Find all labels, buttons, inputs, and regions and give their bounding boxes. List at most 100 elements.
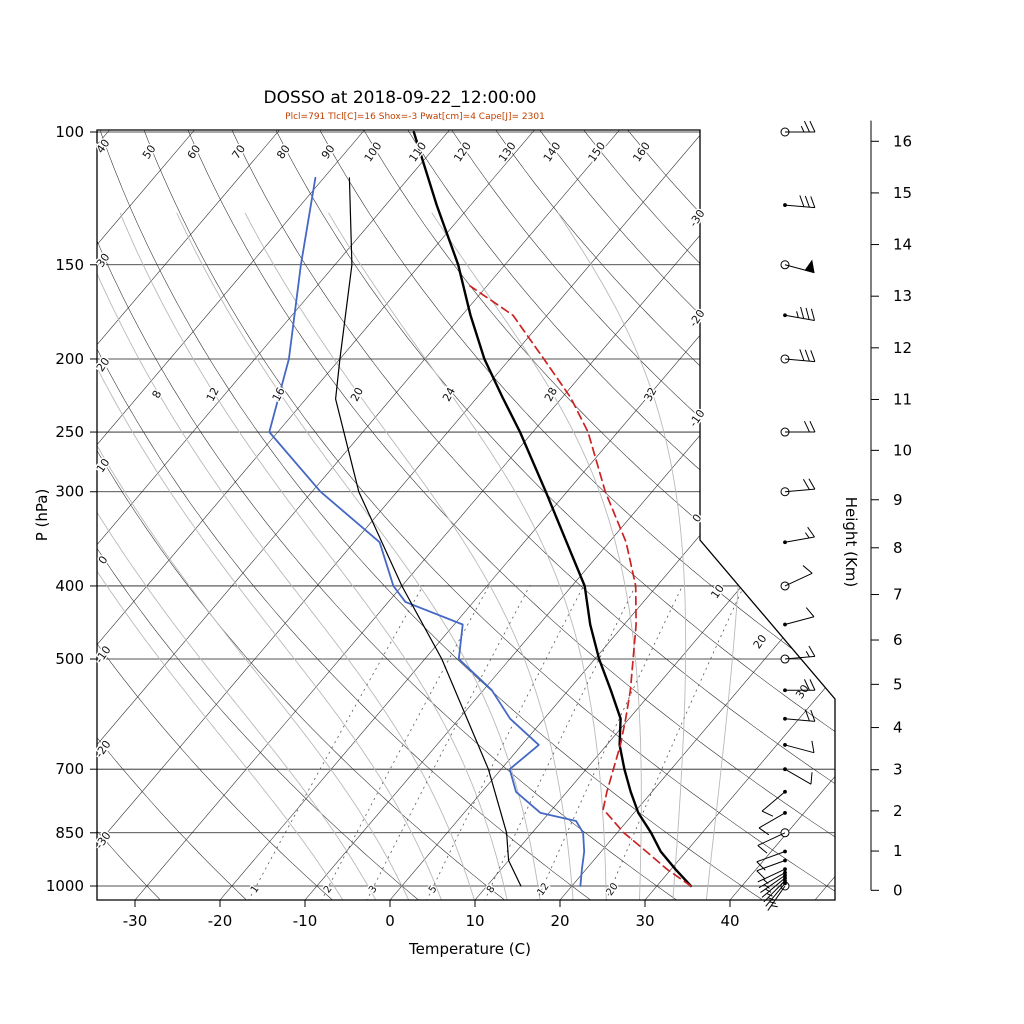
pressure-tick-label: 300 <box>55 483 84 501</box>
dry-adiabat-label: 70 <box>229 143 248 162</box>
dry-adiabat-label: 0 <box>96 553 111 566</box>
isotherm-line <box>97 130 280 900</box>
pressure-axis-title: P (hPa) <box>33 488 51 542</box>
isotherm-line <box>729 130 835 900</box>
wind-barb <box>761 876 787 898</box>
temperature-tick-label: 40 <box>720 912 739 930</box>
moist-adiabat-line <box>176 212 541 900</box>
isotherm-label: 30 <box>793 682 812 701</box>
height-tick-label: 14 <box>893 236 912 254</box>
moist-adiabat-line <box>431 212 642 900</box>
wind-barb <box>783 195 816 209</box>
mixing-ratio-line <box>536 584 684 900</box>
wind-barb <box>758 870 787 889</box>
isotherm-line <box>97 130 535 900</box>
temperature-tick-label: 30 <box>635 912 654 930</box>
height-tick-label: 11 <box>893 390 912 408</box>
isotherm-line <box>97 130 365 900</box>
dewpoint-line <box>268 176 586 887</box>
temperature-tick-label: -20 <box>208 912 233 930</box>
station-dot <box>783 858 787 863</box>
temperature-line <box>412 130 693 888</box>
wind-barb <box>767 881 790 911</box>
mixing-ratio-label: 2 <box>322 884 335 896</box>
mixing-ratio-line <box>366 584 531 900</box>
dry-adiabat-line <box>214 130 835 900</box>
mixing-ratio-label: 3 <box>367 884 380 896</box>
dry-adiabat-label: 50 <box>140 143 159 162</box>
wind-barb <box>780 645 816 664</box>
dry-adiabat-label: -10 <box>93 643 114 665</box>
isotherm-label: 10 <box>708 582 727 601</box>
isotherm-line <box>389 130 835 900</box>
isobars <box>97 131 835 887</box>
wind-barb <box>757 867 787 884</box>
moist-adiabats <box>97 212 743 900</box>
profiles <box>268 130 693 888</box>
dry-adiabat-line <box>97 130 680 900</box>
isotherm-label: -20 <box>687 307 708 329</box>
moist-adiabat-line <box>97 212 410 900</box>
moist-adiabat-line <box>244 212 574 900</box>
dry-adiabat-label: 100 <box>362 140 385 165</box>
dry-adiabats <box>97 130 835 900</box>
dry-adiabat-label: 140 <box>541 140 564 165</box>
wind-barb <box>783 679 816 693</box>
isotherm-line <box>559 130 835 900</box>
wind-barb <box>780 565 813 591</box>
height-axis-title: Height (Km) <box>842 496 860 588</box>
isotherm-line <box>644 130 835 900</box>
dry-adiabat-line <box>97 130 766 900</box>
station-dot <box>783 849 787 854</box>
dry-adiabat-label: 90 <box>319 143 338 162</box>
wind-barb <box>783 306 816 321</box>
mixing-ratio-line <box>247 584 424 900</box>
moist-adiabat-line <box>97 212 345 900</box>
dry-adiabat-line <box>384 130 835 900</box>
dry-adiabat-label: 110 <box>406 140 429 165</box>
dry-adiabat-line <box>256 130 835 900</box>
mixing-ratio-label: 20 <box>604 881 620 898</box>
dry-adiabat-line <box>171 130 835 900</box>
height-tick-label: 8 <box>893 539 903 557</box>
isotherm-line <box>97 130 450 900</box>
moist-adiabat-line <box>328 212 607 900</box>
secondary-profile-line <box>335 177 522 887</box>
dry-adiabat-line <box>596 130 835 900</box>
grid-lines <box>97 130 835 900</box>
temperature-axis-title: Temperature (C) <box>409 940 531 958</box>
wind-barb <box>783 607 815 627</box>
parcel-ascent-line <box>469 285 692 887</box>
isotherm-line <box>219 130 835 900</box>
wind-barb <box>760 873 787 893</box>
height-tick-label: 6 <box>893 631 903 649</box>
dry-adiabat-label: 120 <box>451 140 474 165</box>
temperature-tick-label: 10 <box>465 912 484 930</box>
isotherm-line <box>134 130 790 900</box>
mixing-ratio-lines <box>247 584 745 900</box>
dry-adiabat-line <box>97 130 422 900</box>
isotherm-line <box>304 130 835 900</box>
wind-barb <box>783 740 815 754</box>
height-tick-label: 10 <box>893 441 912 459</box>
wind-barb <box>758 811 787 836</box>
pressure-tick-label: 500 <box>55 650 84 668</box>
isotherm-label: -10 <box>687 407 708 429</box>
dry-adiabat-line <box>97 130 335 900</box>
isotherm-label: -30 <box>687 207 708 229</box>
wind-barb <box>757 828 790 854</box>
dry-adiabat-label: -20 <box>93 738 114 760</box>
wind-barb <box>756 849 787 871</box>
moist-adiabat-line <box>97 212 443 900</box>
isotherm-line <box>97 130 620 900</box>
moist-adiabat-line <box>119 212 508 900</box>
wind-barb <box>780 478 816 497</box>
wind-barb <box>761 789 787 817</box>
dry-adiabat-line <box>553 130 835 900</box>
dry-adiabat-line <box>97 130 508 900</box>
pressure-tick-label: 1000 <box>46 877 84 895</box>
height-tick-label: 0 <box>893 881 903 899</box>
